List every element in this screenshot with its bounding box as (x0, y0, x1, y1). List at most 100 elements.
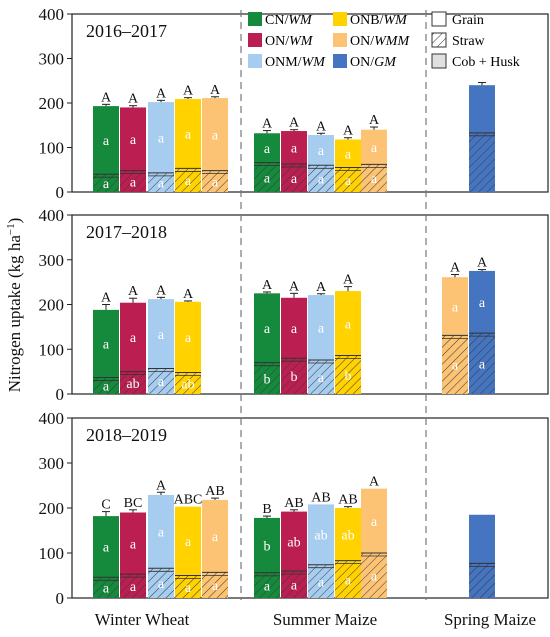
panels: 01002003004002016–2017AaaAaaAaaAaaAaaAaa… (39, 5, 549, 608)
total-significance-label: C (101, 498, 110, 513)
legend-swatch-on (248, 33, 262, 47)
total-significance-label: A (316, 280, 327, 295)
bar-straw-hatch (308, 359, 334, 394)
bar-grain-segment (442, 277, 468, 336)
total-significance-label: BC (124, 496, 143, 511)
grain-significance-label: a (103, 541, 110, 556)
total-significance-label: A (128, 284, 139, 299)
bar-grain-segment (175, 98, 201, 169)
straw-significance-label: b (345, 369, 352, 384)
bar-straw-hatch (148, 172, 174, 192)
bar-onwmm: Aa a (202, 83, 228, 192)
straw-significance-label: a (371, 172, 378, 187)
total-significance-label: A (369, 113, 380, 128)
bar-on: AB ab a (281, 496, 307, 598)
bar-straw-hatch (148, 368, 174, 394)
total-significance-label: A (289, 279, 300, 294)
panel-title: 2017–2018 (86, 222, 167, 242)
bar-onm: AB ab a (308, 490, 334, 598)
bar-straw-hatch (254, 362, 280, 394)
bar-grain-segment (469, 270, 495, 334)
legend-swatch-onm (248, 54, 262, 68)
y-tick-label: 300 (39, 50, 65, 69)
bar-grain-segment (120, 107, 146, 171)
straw-significance-label: a (291, 579, 298, 594)
straw-significance-label: a (371, 570, 378, 585)
bar-onm: Aa a (148, 283, 174, 394)
straw-significance-label: a (185, 174, 192, 189)
group-label-spring-maize: Spring Maize (444, 610, 536, 629)
straw-significance-label: a (185, 581, 192, 596)
bar-straw-hatch (361, 164, 387, 192)
y-tick-label: 300 (39, 454, 65, 473)
bar-onm: Aa a (148, 478, 174, 598)
bar-straw-hatch (120, 371, 146, 394)
grain-significance-label: a (130, 537, 137, 552)
bar-grain-segment (93, 309, 119, 378)
straw-significance-label: a (103, 177, 110, 192)
bar-straw-hatch (175, 372, 201, 394)
bar-grain-segment (308, 295, 334, 360)
grain-significance-label: a (158, 328, 165, 343)
grain-significance-label: a (103, 134, 110, 149)
straw-significance-label: a (479, 358, 486, 373)
bar-grain-segment (148, 102, 174, 173)
bar-grain-segment (335, 291, 361, 356)
legend-label-on: ON/WM (265, 34, 314, 49)
bar-straw-hatch (120, 574, 146, 598)
bar-straw-hatch (148, 568, 174, 598)
total-significance-label: AB (205, 484, 224, 499)
bar-on: BC a a (120, 496, 146, 598)
bar-grain-segment (120, 512, 146, 575)
bar-onb: Aa ab (175, 287, 201, 394)
total-significance-label: A (316, 119, 327, 134)
legend-swatch-grain (431, 11, 447, 27)
bar-onwmm: Aa a (361, 113, 387, 192)
straw-significance-label: a (212, 175, 219, 190)
bar-straw-hatch (281, 358, 307, 394)
bar-straw-hatch (335, 355, 361, 394)
y-tick-label: 0 (56, 183, 65, 202)
bar-straw-hatch (254, 572, 280, 598)
bar-straw-hatch (202, 170, 228, 192)
panel-title: 2016–2017 (86, 21, 167, 41)
bar-straw-hatch (93, 377, 119, 394)
total-significance-label: A (262, 278, 273, 293)
total-significance-label: ABC (174, 493, 203, 508)
grain-significance-label: a (130, 331, 137, 346)
straw-significance-label: a (264, 579, 271, 594)
bar-grain-segment (335, 508, 361, 561)
bar-grain-segment (93, 516, 119, 578)
bar-onwmm: Aa a (361, 475, 387, 598)
panel-2: 01002003004002017–2018AaaAaabAaaAaabAabA… (39, 206, 549, 404)
legend-swatch-onwmm (333, 33, 347, 47)
bar-grain-segment (120, 302, 146, 372)
straw-significance-label: a (158, 577, 165, 592)
bar-onwmm: AB a a (202, 484, 228, 598)
bar-straw-hatch (202, 572, 228, 598)
bar-grain-segment (254, 517, 280, 573)
bar-straw-hatch (93, 174, 119, 192)
grain-significance-label: a (318, 144, 325, 159)
grain-significance-label: a (345, 148, 352, 163)
y-tick-label: 200 (39, 94, 65, 113)
bar-onb: Aa a (175, 84, 201, 192)
grain-significance-label: a (452, 300, 459, 315)
bar-grain-segment (361, 129, 387, 165)
total-significance-label: A (156, 478, 167, 493)
straw-significance-label: a (452, 359, 459, 374)
grain-significance-label: a (291, 322, 298, 337)
bar-grain-segment (335, 139, 361, 168)
straw-significance-label: a (103, 582, 110, 597)
bar-onwmm: Aa a (442, 261, 468, 394)
group-label-winter-wheat: Winter Wheat (95, 610, 190, 629)
legend-label-straw: Straw (452, 34, 486, 49)
bar-grain-segment (254, 133, 280, 163)
bar-straw-hatch (308, 564, 334, 598)
straw-significance-label: a (318, 173, 325, 188)
bar-straw-hatch (361, 553, 387, 598)
grain-significance-label: a (130, 133, 137, 148)
bar-grain-segment (469, 514, 495, 564)
bar-grain-segment (308, 504, 334, 565)
